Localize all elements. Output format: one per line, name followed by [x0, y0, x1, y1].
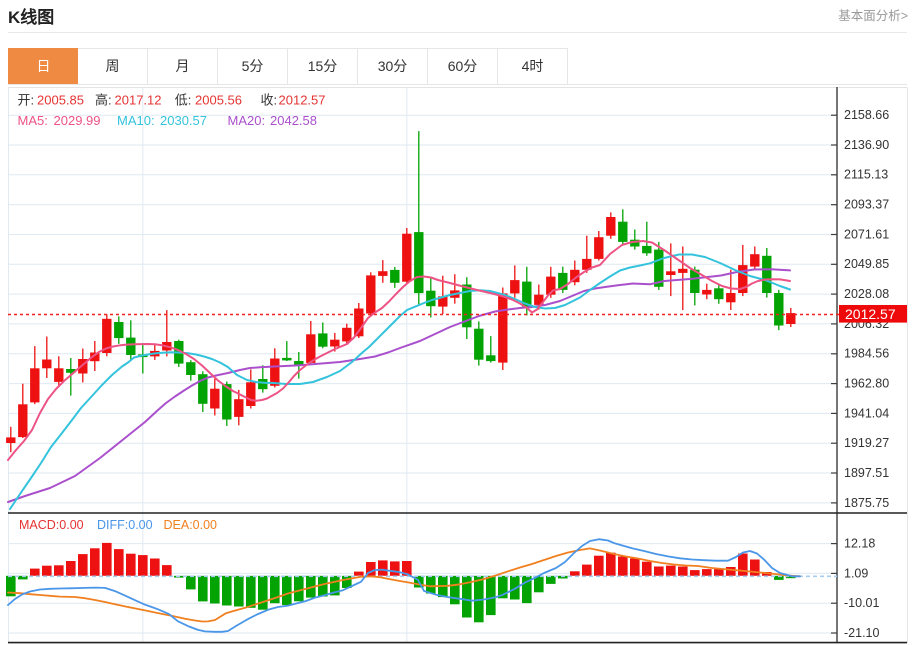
svg-text:2012.57: 2012.57: [845, 306, 896, 322]
svg-text:1919.27: 1919.27: [844, 436, 889, 450]
svg-text:2028.08: 2028.08: [844, 287, 889, 301]
svg-text:2115.13: 2115.13: [844, 168, 888, 182]
svg-text:开:2005.85高:2017.12低:2005.56收:2: 开: 2005.85 高: 2017.12 低: 2005.56 收:2012.57: [18, 93, 326, 108]
svg-text:2049.85: 2049.85: [844, 257, 889, 271]
svg-text:1941.04: 1941.04: [844, 406, 889, 420]
svg-text:-21.10: -21.10: [844, 626, 879, 640]
svg-text:2158.66: 2158.66: [844, 108, 889, 122]
svg-text:1875.75: 1875.75: [844, 496, 889, 510]
svg-text:2093.37: 2093.37: [844, 198, 889, 212]
svg-text:1.09: 1.09: [844, 566, 868, 580]
svg-text:1984.56: 1984.56: [844, 347, 889, 361]
svg-text:2136.90: 2136.90: [844, 138, 889, 152]
svg-text:1897.51: 1897.51: [844, 466, 889, 480]
svg-text:2071.61: 2071.61: [844, 227, 889, 241]
svg-text:12.18: 12.18: [844, 537, 875, 551]
svg-text:1962.80: 1962.80: [844, 377, 889, 391]
svg-text:-10.01: -10.01: [844, 596, 879, 610]
